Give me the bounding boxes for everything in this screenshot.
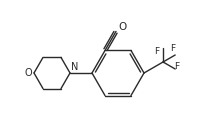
Text: F: F [171,44,176,53]
Text: O: O [24,68,32,78]
Text: N: N [71,62,78,72]
Text: O: O [118,22,126,32]
Text: F: F [175,62,180,72]
Text: F: F [154,47,160,57]
